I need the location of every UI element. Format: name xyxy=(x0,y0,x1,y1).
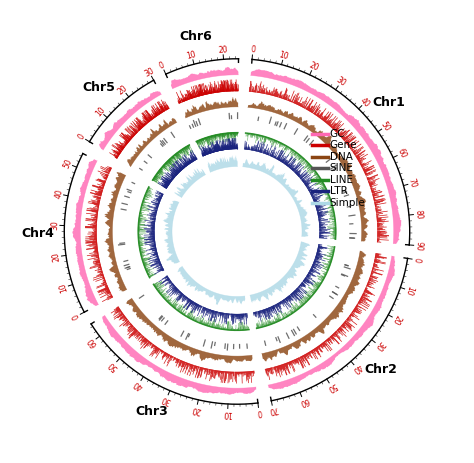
Text: 50: 50 xyxy=(379,120,392,133)
Text: 50: 50 xyxy=(325,381,338,394)
Text: Chr2: Chr2 xyxy=(365,363,398,376)
Text: 30: 30 xyxy=(50,220,60,230)
Text: 20: 20 xyxy=(117,83,129,96)
Text: 0: 0 xyxy=(256,407,262,417)
Text: 30: 30 xyxy=(160,393,173,405)
Polygon shape xyxy=(104,172,127,291)
Text: Simple: Simple xyxy=(329,198,365,208)
Polygon shape xyxy=(177,266,245,305)
Text: DNA: DNA xyxy=(329,152,353,162)
Text: Chr1: Chr1 xyxy=(373,96,406,109)
Text: 70: 70 xyxy=(407,177,418,189)
Text: 40: 40 xyxy=(54,188,64,200)
Polygon shape xyxy=(243,159,311,237)
Text: 0: 0 xyxy=(76,132,87,141)
Text: 10: 10 xyxy=(278,50,290,61)
Text: 0: 0 xyxy=(412,257,421,263)
Text: 20: 20 xyxy=(52,251,62,262)
Text: 20: 20 xyxy=(307,60,320,73)
Text: 0: 0 xyxy=(250,45,255,55)
Text: 0: 0 xyxy=(71,312,81,321)
Text: Chr4: Chr4 xyxy=(21,227,54,240)
Polygon shape xyxy=(127,118,177,167)
Polygon shape xyxy=(208,155,237,172)
Text: 10: 10 xyxy=(94,105,107,118)
Text: GC: GC xyxy=(329,129,345,138)
Text: 10: 10 xyxy=(403,284,415,296)
Polygon shape xyxy=(174,168,206,198)
Text: 20: 20 xyxy=(191,403,202,414)
Text: 40: 40 xyxy=(358,96,372,109)
Text: Gene: Gene xyxy=(329,140,357,150)
Text: 50: 50 xyxy=(107,358,120,372)
Text: 20: 20 xyxy=(218,45,228,55)
Text: 40: 40 xyxy=(350,362,364,375)
Polygon shape xyxy=(185,97,238,118)
Text: 60: 60 xyxy=(395,147,408,160)
Text: 30: 30 xyxy=(372,339,385,352)
Text: LTR: LTR xyxy=(329,187,347,196)
Text: Chr5: Chr5 xyxy=(82,81,116,94)
Polygon shape xyxy=(248,101,369,241)
Text: 40: 40 xyxy=(132,378,145,391)
Text: Chr3: Chr3 xyxy=(135,405,168,418)
Text: SINE: SINE xyxy=(329,163,354,173)
Polygon shape xyxy=(251,69,401,244)
Text: Chr6: Chr6 xyxy=(180,30,212,43)
Polygon shape xyxy=(171,67,238,89)
Polygon shape xyxy=(99,91,161,150)
Text: 50: 50 xyxy=(62,157,74,170)
Polygon shape xyxy=(126,298,253,364)
Text: 60: 60 xyxy=(297,395,310,407)
Text: 20: 20 xyxy=(390,313,403,325)
Text: 10: 10 xyxy=(58,282,70,294)
Text: LINE: LINE xyxy=(329,175,353,185)
Polygon shape xyxy=(268,256,395,389)
Polygon shape xyxy=(73,159,99,306)
Text: 30: 30 xyxy=(143,66,155,78)
Text: 60: 60 xyxy=(86,335,99,349)
Text: 80: 80 xyxy=(413,209,423,219)
Polygon shape xyxy=(102,315,256,394)
Text: 0: 0 xyxy=(158,61,166,71)
Polygon shape xyxy=(262,251,366,361)
Text: 10: 10 xyxy=(186,50,198,61)
Text: 10: 10 xyxy=(222,408,233,418)
Text: 30: 30 xyxy=(334,75,347,88)
Text: 90: 90 xyxy=(414,240,423,251)
Text: 70: 70 xyxy=(267,405,279,415)
Polygon shape xyxy=(163,200,180,263)
Polygon shape xyxy=(250,242,310,303)
